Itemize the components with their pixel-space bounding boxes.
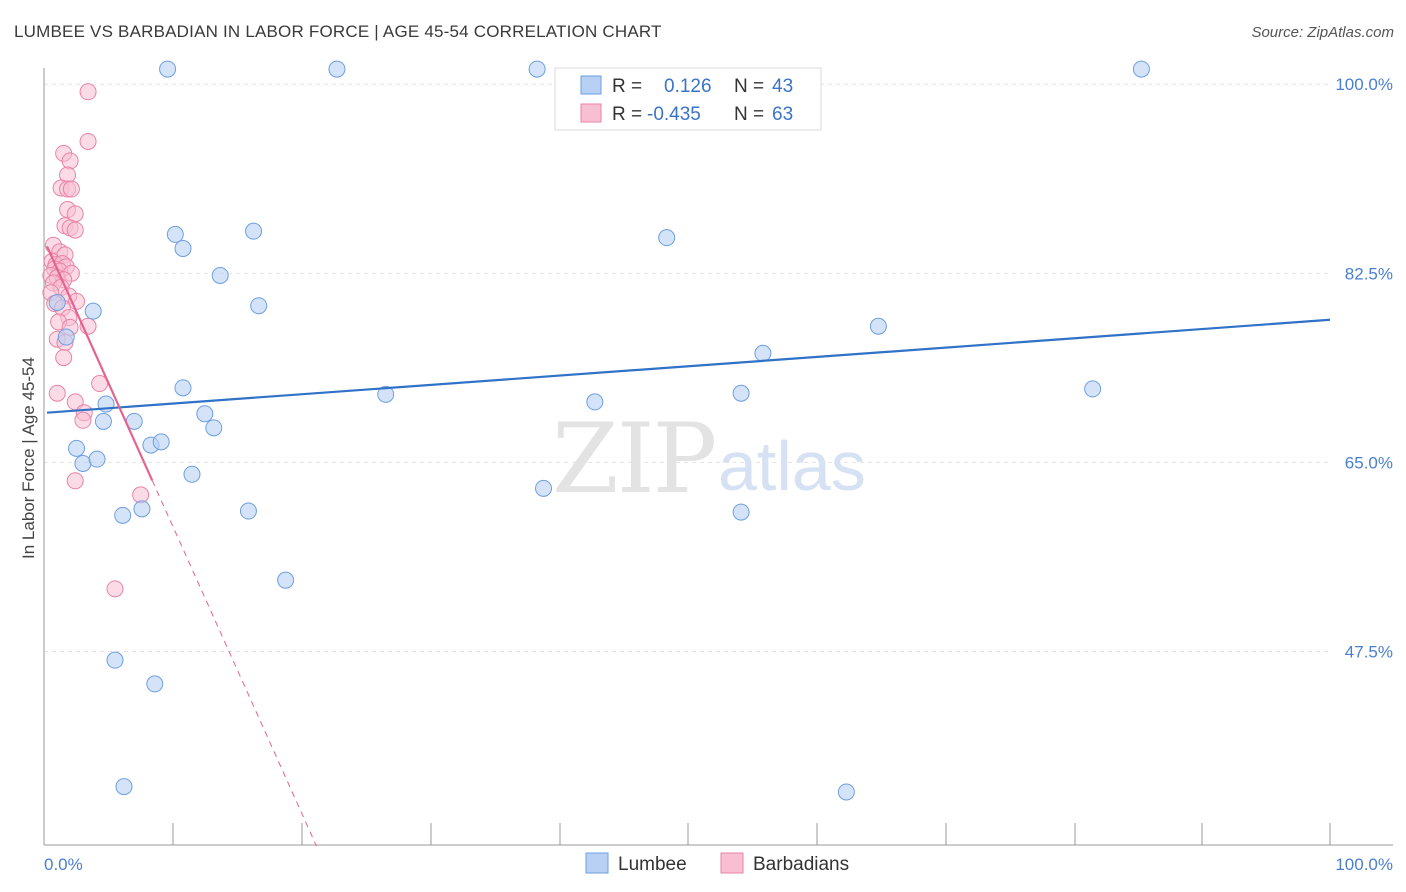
lumbee-n-label: N = [734, 76, 764, 97]
barbadians-r-value: -0.435 [647, 104, 701, 125]
barbadians-series-swatch [720, 852, 744, 874]
barbadians-point-41 [48, 384, 66, 402]
lumbee-r-value: 0.126 [664, 76, 712, 97]
lumbee-r-label: R = [612, 76, 642, 97]
y-tick-label-2: 65.0% [1345, 453, 1393, 472]
barbadians-point-39 [55, 349, 73, 367]
barbadians-r-label: R = [612, 104, 642, 125]
lumbee-point-17 [586, 393, 604, 411]
lumbee-point-1 [328, 60, 346, 78]
lumbee-point-0 [159, 60, 177, 78]
lumbee-point-2 [528, 60, 546, 78]
barbadians-trend-extension [151, 480, 317, 847]
lumbee-legend-swatch [580, 75, 602, 95]
barbadians-point-3 [61, 152, 79, 170]
lumbee-points [48, 60, 1150, 801]
chart-title: LUMBEE VS BARBADIAN IN LABOR FORCE | AGE… [14, 22, 662, 41]
trend-lines [45, 245, 1331, 847]
lumbee-point-40 [837, 783, 855, 801]
lumbee-point-39 [115, 778, 133, 796]
lumbee-point-35 [732, 503, 750, 521]
lumbee-point-12 [84, 302, 102, 320]
lumbee-point-19 [1084, 380, 1102, 398]
lumbee-series-label: Lumbee [618, 854, 687, 875]
lumbee-point-29 [152, 433, 170, 451]
y-tick-label-3: 47.5% [1345, 643, 1393, 662]
watermark-zip: ZIP [552, 403, 715, 515]
barbadians-point-1 [79, 132, 97, 150]
stats-legend: R = 0.126 N = 43 R = -0.435 N = 63 [554, 67, 822, 131]
barbadians-series-label: Barbadians [753, 854, 849, 875]
lumbee-point-32 [114, 506, 132, 524]
lumbee-point-11 [754, 344, 772, 362]
lumbee-series-swatch [585, 852, 609, 874]
lumbee-point-15 [174, 379, 192, 397]
lumbee-point-7 [211, 266, 229, 284]
lumbee-point-26 [74, 454, 92, 472]
barbadians-n-label: N = [734, 104, 764, 125]
barbadians-point-12 [66, 221, 84, 239]
lumbee-point-30 [183, 465, 201, 483]
lumbee-point-10 [869, 317, 887, 335]
barbadians-point-0 [79, 83, 97, 101]
series-legend: Lumbee Barbadians [585, 852, 849, 875]
lumbee-point-31 [535, 479, 553, 497]
lumbee-point-27 [88, 450, 106, 468]
grid-lines [44, 83, 1330, 652]
watermark: ZIP atlas [552, 403, 866, 515]
lumbee-point-25 [68, 439, 86, 457]
lumbee-point-18 [732, 384, 750, 402]
y-tick-label-0: 100.0% [1335, 75, 1393, 94]
y-axis-label: In Labor Force | Age 45-54 [19, 357, 38, 559]
watermark-atlas: atlas [718, 427, 866, 505]
barbadians-points [42, 83, 150, 598]
barbadians-legend-swatch [580, 103, 602, 123]
lumbee-point-33 [133, 500, 151, 518]
barbadians-point-7 [62, 180, 80, 198]
lumbee-point-23 [196, 405, 214, 423]
axes [43, 68, 1393, 846]
lumbee-point-9 [250, 297, 268, 315]
x-tick-labels: 0.0% 100.0% [44, 855, 1393, 874]
barbadians-point-45 [66, 472, 84, 490]
barbadians-trend-line [45, 245, 154, 481]
lumbee-point-36 [277, 571, 295, 589]
barbadians-point-47 [106, 580, 124, 598]
x-tick-label-0: 0.0% [44, 855, 83, 874]
lumbee-point-4 [166, 225, 184, 243]
lumbee-point-34 [239, 502, 257, 520]
x-tick-label-1: 100.0% [1335, 855, 1393, 874]
lumbee-point-38 [146, 675, 164, 693]
barbadians-point-44 [74, 411, 92, 429]
lumbee-point-6 [245, 222, 263, 240]
lumbee-point-5 [174, 239, 192, 257]
barbadians-point-46 [132, 486, 150, 504]
lumbee-point-37 [106, 651, 124, 669]
y-tick-labels: 100.0% 82.5% 65.0% 47.5% [1335, 75, 1393, 661]
source-label: Source: ZipAtlas.com [1251, 24, 1394, 41]
lumbee-point-21 [94, 412, 112, 430]
barbadians-n-value: 63 [772, 104, 793, 125]
y-tick-label-1: 82.5% [1345, 264, 1393, 283]
lumbee-point-24 [205, 419, 223, 437]
lumbee-n-value: 43 [772, 76, 793, 97]
lumbee-trend-line [46, 318, 1331, 414]
lumbee-point-3 [1132, 60, 1150, 78]
lumbee-point-14 [57, 328, 75, 346]
lumbee-point-16 [377, 385, 395, 403]
lumbee-point-13 [48, 293, 66, 311]
lumbee-point-8 [658, 229, 676, 247]
